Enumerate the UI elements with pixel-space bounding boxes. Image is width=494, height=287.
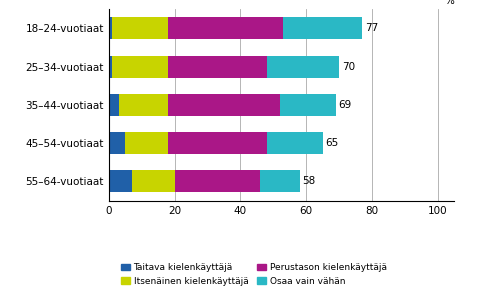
Text: 77: 77 [365,24,378,33]
Legend: Taitava kielenkäyttäjä, Itsenäinen kielenkäyttäjä, Perustason kielenkäyttäjä, Os: Taitava kielenkäyttäjä, Itsenäinen kiele… [121,263,387,286]
Bar [168,17,283,40]
Bar [267,55,339,78]
Text: %: % [445,0,454,6]
Bar [109,17,112,40]
Bar [112,55,168,78]
Bar [283,17,362,40]
Bar [280,94,336,116]
Bar [109,55,112,78]
Bar [119,94,168,116]
Bar [132,170,174,192]
Bar [168,94,280,116]
Bar [125,132,168,154]
Bar [174,170,260,192]
Text: 65: 65 [326,138,338,148]
Bar [168,55,267,78]
Bar [168,132,267,154]
Bar [109,132,125,154]
Text: 58: 58 [302,176,316,186]
Bar [109,170,132,192]
Bar [109,94,119,116]
Text: 70: 70 [342,62,355,71]
Bar [260,170,300,192]
Bar [112,17,168,40]
Bar [267,132,323,154]
Text: 69: 69 [338,100,352,110]
